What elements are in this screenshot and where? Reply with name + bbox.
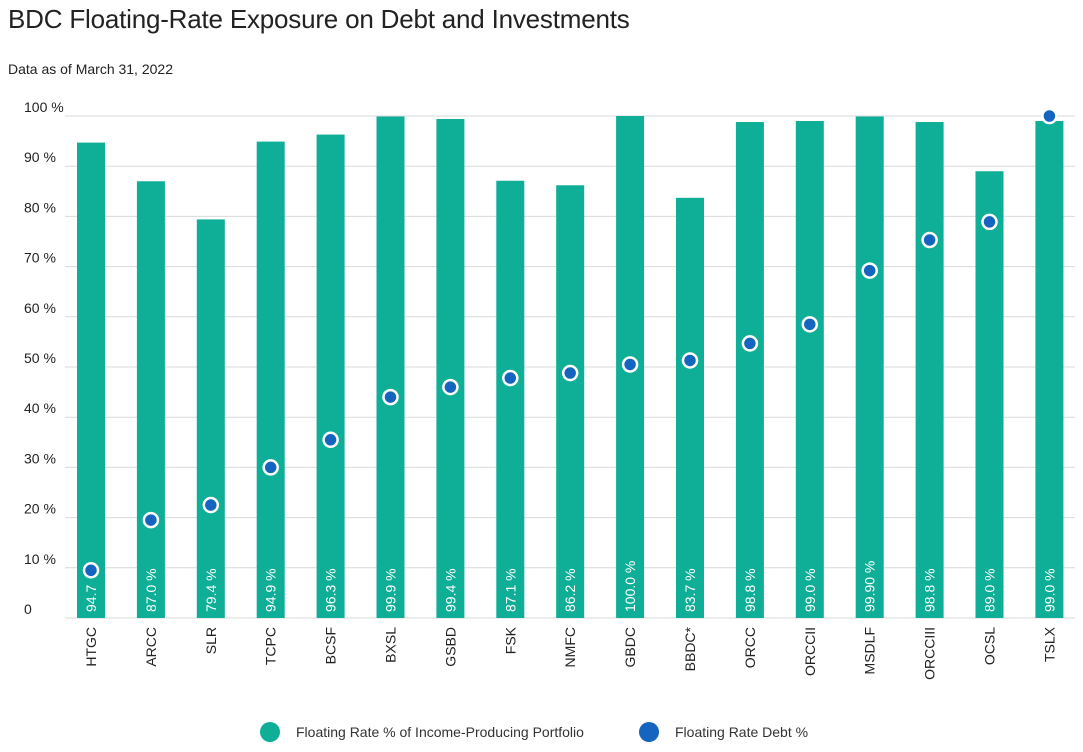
- bar[interactable]: [676, 197, 704, 619]
- x-tick-label: TCPC: [263, 627, 279, 665]
- y-tick-label: 60 %: [24, 300, 56, 316]
- bar-value-label: 79.4 %: [203, 568, 219, 612]
- bar-value-label: 99.0 %: [1041, 568, 1057, 612]
- bar-value-label: 99.4 %: [442, 568, 458, 612]
- x-tick-label: GSBD: [442, 627, 458, 667]
- debt-dot[interactable]: [1041, 107, 1058, 125]
- bar-value-label: 98.8 %: [922, 568, 938, 612]
- chart-title: BDC Floating-Rate Exposure on Debt and I…: [8, 4, 630, 34]
- bar[interactable]: [376, 116, 405, 618]
- bar-chart: 0 10 % 20 % 30 % 40 % 50 % 60 % 70 % 80 % 90 % 100…: [24, 99, 1075, 680]
- bar-value-label: 100.0 %: [622, 561, 638, 612]
- debt-dot[interactable]: [82, 562, 100, 579]
- bar-value-label: 83.7 %: [682, 568, 698, 612]
- bar-value-label: 94.7: [83, 585, 99, 612]
- debt-dot[interactable]: [262, 459, 279, 476]
- x-tick-label: ARCC: [143, 627, 159, 667]
- bar-value-label: 89.0 %: [982, 568, 998, 612]
- bar[interactable]: [1035, 121, 1064, 619]
- y-tick-label: 40 %: [24, 400, 56, 416]
- bar-value-label: 87.1 %: [502, 568, 518, 612]
- legend: Floating Rate % of Income-Producing Port…: [0, 722, 1083, 748]
- bar-value-label: 94.9 %: [263, 568, 279, 612]
- bar-value-label: 86.2 %: [562, 568, 578, 612]
- x-tick-label: BCSF: [323, 627, 339, 664]
- y-tick-label: 80 %: [24, 199, 56, 215]
- debt-dot[interactable]: [322, 431, 339, 449]
- legend-swatch-portfolio: [260, 722, 280, 742]
- bar-value-label: 99.9 %: [383, 568, 399, 612]
- bar-value-label: 99.90 %: [862, 561, 878, 612]
- x-tick-label: MSDLF: [862, 627, 878, 674]
- y-tick-label: 0: [24, 601, 32, 617]
- debt-dot[interactable]: [801, 316, 819, 333]
- bar[interactable]: [855, 116, 884, 618]
- y-tick-label: 70 %: [24, 250, 56, 266]
- bar[interactable]: [196, 219, 225, 619]
- debt-dot[interactable]: [442, 378, 459, 396]
- x-tick-label: BBDC*: [682, 626, 698, 671]
- legend-label-debt: Floating Rate Debt %: [675, 724, 809, 740]
- bar[interactable]: [256, 141, 285, 619]
- debt-dot[interactable]: [921, 231, 938, 249]
- debt-dot[interactable]: [861, 262, 878, 279]
- x-tick-label: NMFC: [562, 627, 578, 667]
- bar[interactable]: [915, 122, 944, 619]
- bar[interactable]: [136, 181, 165, 618]
- y-tick-label: 20 %: [24, 501, 56, 517]
- bar-value-label: 96.3 %: [323, 568, 339, 612]
- x-tick-label: OCSL: [982, 627, 998, 665]
- legend-item-portfolio[interactable]: Floating Rate % of Income-Producing Port…: [260, 722, 584, 742]
- x-tick-label: BXSL: [383, 627, 399, 663]
- bar[interactable]: [316, 134, 345, 618]
- y-tick-label: 10 %: [24, 551, 56, 567]
- x-tick-label: SLR: [203, 627, 219, 654]
- debt-dot[interactable]: [502, 369, 519, 387]
- bar-value-label: 99.0 %: [802, 568, 818, 612]
- debt-dot[interactable]: [382, 388, 399, 406]
- bar[interactable]: [436, 119, 465, 619]
- y-axis-ticks: 0 10 % 20 % 30 % 40 % 50 % 60 % 70 % 80 % 90 % 100…: [24, 99, 64, 617]
- bar[interactable]: [77, 142, 105, 618]
- y-tick-label: 50 %: [24, 350, 56, 366]
- legend-label-portfolio: Floating Rate % of Income-Producing Port…: [296, 724, 584, 740]
- bar[interactable]: [975, 171, 1004, 618]
- debt-dot[interactable]: [621, 356, 639, 373]
- bar[interactable]: [556, 185, 585, 618]
- x-tick-label: ORCCIII: [922, 627, 938, 680]
- debt-dot[interactable]: [202, 496, 220, 514]
- debt-dot[interactable]: [981, 213, 998, 231]
- bar[interactable]: [795, 121, 824, 619]
- x-tick-label: HTGC: [83, 627, 99, 667]
- bar-value-labels: 94.7 87.0 % 79.4 % 94.9 % 96.3 % 99.9 % 99.4 %…: [83, 561, 1057, 612]
- x-tick-label: ORCC: [742, 627, 758, 668]
- x-axis-ticks: HTGC ARCC SLR TCPC BCSF BXSL GSBD FSK NMFC GBDC BB…: [83, 626, 1057, 680]
- bar[interactable]: [496, 180, 525, 618]
- x-tick-label: ORCCII: [802, 627, 818, 676]
- y-tick-label: 100 %: [24, 99, 64, 115]
- y-tick-label: 30 %: [24, 450, 56, 466]
- y-tick-label: 90 %: [24, 149, 56, 165]
- x-tick-label: TSLX: [1041, 626, 1057, 662]
- debt-dot[interactable]: [142, 511, 160, 529]
- legend-item-debt[interactable]: Floating Rate Debt %: [639, 722, 808, 742]
- debt-dots: [82, 107, 1058, 579]
- legend-swatch-debt: [639, 722, 659, 742]
- chart-subtitle: Data as of March 31, 2022: [8, 61, 173, 77]
- bars: [77, 116, 1064, 619]
- x-tick-label: FSK: [502, 626, 518, 654]
- x-tick-label: GBDC: [622, 627, 638, 667]
- debt-dot[interactable]: [681, 352, 699, 369]
- bar[interactable]: [735, 122, 764, 619]
- debt-dot[interactable]: [741, 335, 759, 352]
- bar-value-label: 87.0 %: [143, 568, 159, 612]
- debt-dot[interactable]: [561, 364, 579, 382]
- bar-value-label: 98.8 %: [742, 568, 758, 612]
